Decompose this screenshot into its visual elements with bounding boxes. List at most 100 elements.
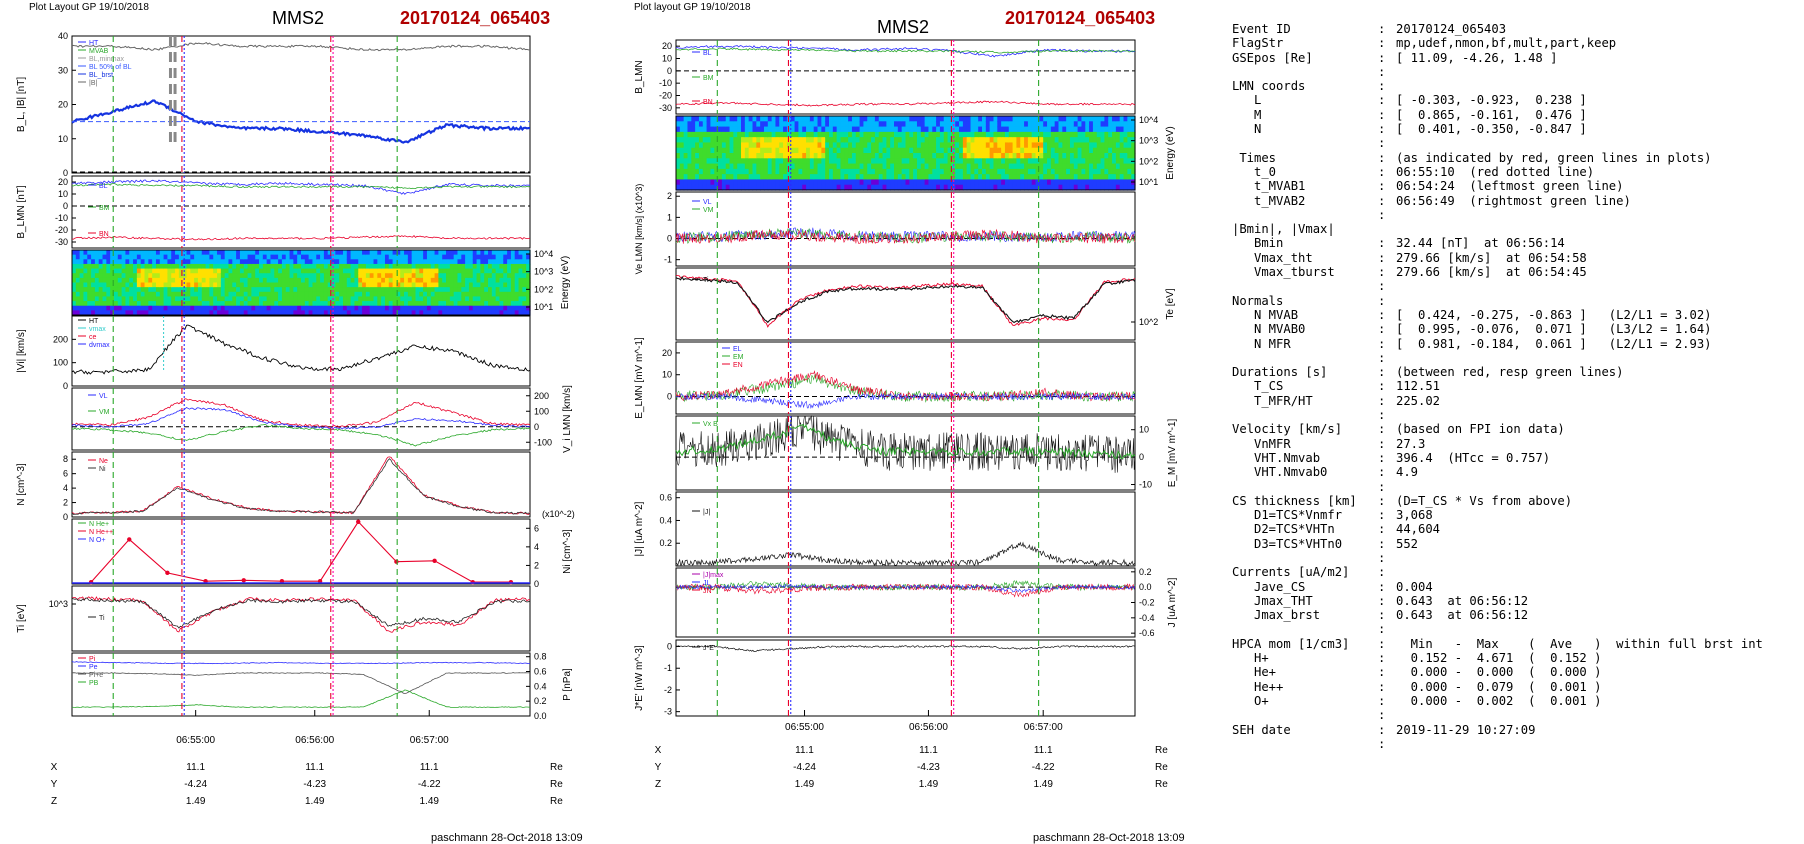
spectrogram-cell — [702, 168, 708, 175]
spectrogram-cell — [721, 147, 727, 154]
spectrogram-cell — [886, 168, 891, 175]
spectrogram-cell — [1115, 184, 1121, 191]
spectrogram-cell — [1104, 116, 1109, 122]
spectrogram-cell — [874, 158, 880, 165]
spectrogram-cell — [308, 305, 314, 311]
spectrogram-cell — [468, 277, 474, 284]
spectrogram-cell — [255, 277, 260, 284]
spectrogram-cell — [1008, 142, 1014, 149]
legend-label: PB — [89, 680, 99, 687]
orbit-value: 11.1 — [305, 762, 324, 773]
spectrogram-cell — [691, 158, 696, 165]
spectrogram-cell — [220, 254, 226, 260]
spectrogram-cell — [125, 268, 130, 274]
spectrogram-cell — [94, 305, 100, 311]
spectrogram-cell — [729, 179, 734, 186]
spectrogram-cell — [1039, 126, 1044, 133]
spectrogram-cell — [159, 263, 165, 270]
spectrogram-cell — [1108, 163, 1113, 170]
spectrogram-cell — [499, 250, 504, 256]
info-key: VHT.Nmvab0 — [1232, 465, 1328, 480]
spectrogram-cell — [400, 263, 405, 270]
spectrogram-cell — [342, 296, 348, 302]
spectrogram-cell — [1008, 163, 1014, 170]
spectrogram-cell — [106, 282, 111, 288]
legend-label: BM — [703, 75, 714, 82]
y-tick-label: 100 — [534, 406, 549, 416]
spectrogram-cell — [1073, 163, 1079, 170]
spectrogram-cell — [239, 277, 245, 284]
spectrogram-cell — [779, 153, 784, 159]
spectrogram-cell — [377, 268, 382, 274]
spectrogram-cell — [480, 296, 485, 302]
spectrogram-cell — [1119, 116, 1125, 122]
spectrogram-cell — [966, 168, 972, 175]
spectrogram-cell — [205, 268, 210, 274]
spectrogram-cell — [794, 137, 799, 144]
spectrogram-cell — [381, 254, 386, 260]
spectrogram-cell — [744, 153, 750, 159]
spectrogram-cell — [407, 277, 413, 284]
spectrogram-cell — [691, 179, 696, 186]
spectrogram-cell — [771, 142, 777, 149]
spectrogram-cell — [771, 184, 777, 191]
spectrogram-cell — [297, 277, 302, 284]
spectrogram-cell — [863, 153, 868, 159]
spectrogram-cell — [985, 168, 991, 175]
spectrogram-cell — [974, 147, 979, 154]
spectrogram-cell — [163, 305, 169, 311]
spectrogram-cell — [205, 291, 210, 298]
spectrogram-cell — [771, 158, 777, 165]
spectrogram-cell — [721, 142, 727, 149]
spectrogram-cell — [1073, 158, 1079, 165]
spectrogram-cell — [982, 131, 987, 138]
spectrogram-cell — [419, 254, 424, 260]
spectrogram-cell — [978, 126, 983, 133]
spectrogram-cell — [140, 296, 146, 302]
spectrogram-cell — [744, 163, 750, 170]
spectrogram-cell — [274, 305, 279, 311]
spectrogram-cell — [320, 291, 325, 298]
spectrogram-cell — [331, 310, 336, 316]
info-row: CS thickness [km]: (D=T_CS * Vs from abov… — [1232, 494, 1763, 508]
spectrogram-cell — [959, 179, 964, 186]
spectrogram-cell — [1108, 174, 1113, 181]
spectrogram-cell — [163, 259, 169, 265]
spectrogram-cell — [106, 305, 111, 311]
spectrogram-cell — [683, 163, 689, 170]
spectrogram-cell — [362, 310, 367, 316]
spectrogram-cell — [167, 259, 172, 265]
y-tick-label: -0.4 — [1139, 613, 1155, 623]
spectrogram-cell — [840, 153, 845, 159]
spectrogram-cell — [239, 250, 245, 256]
info-key — [1232, 480, 1378, 494]
spectrogram-cell — [171, 263, 176, 270]
spectrogram-cell — [683, 174, 689, 181]
spectrogram-cell — [381, 259, 386, 265]
spectrogram-cell — [748, 121, 754, 128]
spectrogram-cell — [510, 259, 516, 265]
spectrogram-cell — [392, 273, 398, 279]
spectrogram-cell — [522, 277, 527, 284]
spectrogram-cell — [1104, 142, 1109, 149]
spectrogram-cell — [87, 273, 92, 279]
spectrogram-cell — [396, 263, 401, 270]
info-value: 552 — [1396, 536, 1419, 551]
spectrogram-cell — [388, 259, 394, 265]
spectrogram-cell — [121, 287, 127, 293]
spectrogram-cell — [350, 287, 356, 293]
left-ViLMN-frame — [71, 387, 531, 451]
spectrogram-cell — [1020, 179, 1025, 186]
spectrogram-cell — [442, 277, 447, 284]
spectrogram-cell — [1001, 147, 1006, 154]
spectrogram-cell — [771, 179, 777, 186]
spectrogram-cell — [293, 296, 298, 302]
spectrogram-cell — [1020, 174, 1025, 181]
spectrogram-cell — [136, 310, 142, 316]
spectrogram-cell — [829, 147, 834, 154]
spectrogram-cell — [434, 268, 439, 274]
spectrogram-cell — [171, 259, 176, 265]
spectrogram-cell — [1024, 121, 1029, 128]
spectrogram-cell — [507, 273, 512, 279]
spectrogram-cell — [744, 121, 750, 128]
